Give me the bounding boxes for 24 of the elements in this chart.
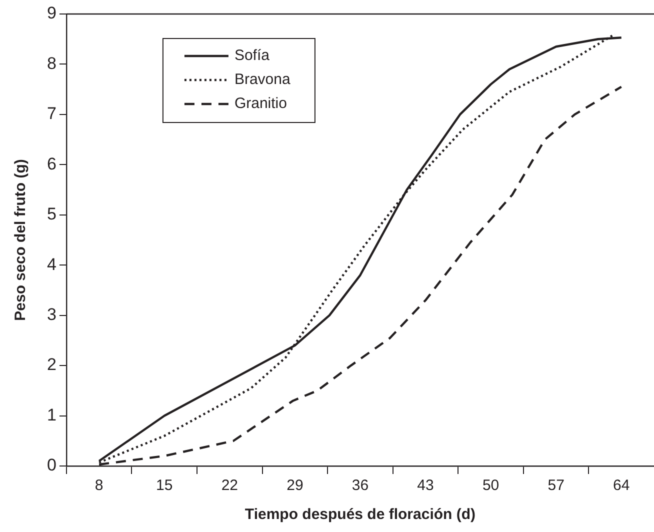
legend-label: Sofía <box>234 47 270 64</box>
x-tick-label: 8 <box>94 477 104 494</box>
y-tick-label: 1 <box>46 405 56 424</box>
y-tick-label: 6 <box>46 154 56 174</box>
x-tick-label: 57 <box>548 477 564 494</box>
x-tick-label: 22 <box>221 477 238 494</box>
y-tick-label: 8 <box>46 54 56 73</box>
x-tick-label: 43 <box>417 477 434 494</box>
y-tick-label: 3 <box>46 305 56 324</box>
x-axis-title: Tiempo después de floración (d) <box>244 506 476 524</box>
y-tick-label: 7 <box>46 104 56 124</box>
y-tick-label: 4 <box>46 254 56 274</box>
legend-label: Bravona <box>234 71 291 88</box>
y-tick-label: 2 <box>46 355 56 374</box>
legend-label: Granitio <box>234 95 287 112</box>
x-tick-label: 29 <box>286 477 304 494</box>
x-tick-label: 64 <box>613 477 630 494</box>
y-tick-label: 9 <box>46 4 56 23</box>
y-tick-label: 0 <box>46 456 56 475</box>
x-tick-label: 36 <box>352 477 369 494</box>
y-tick-label: 5 <box>46 204 56 224</box>
y-axis-title: Peso seco del fruto (g) <box>12 159 30 321</box>
x-tick-label: 50 <box>482 477 500 494</box>
x-tick-label: 15 <box>156 477 173 494</box>
